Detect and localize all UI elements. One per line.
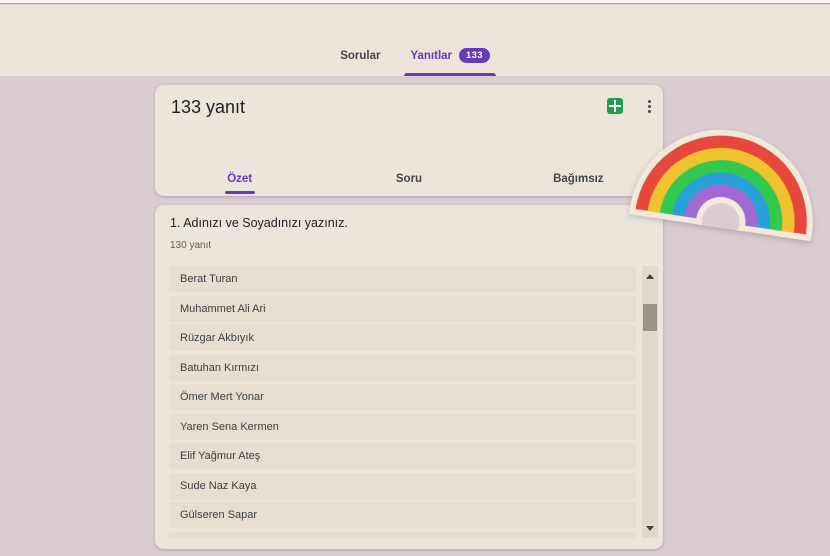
form-header: Sorular Yanıtlar 133	[0, 5, 830, 76]
answer-text: Sude Naz Kaya	[180, 479, 257, 492]
responses-summary-card: 133 yanıt Yanıtlar kabul ediliyor Özet S…	[155, 85, 663, 237]
answers-scrollbar[interactable]	[642, 266, 658, 538]
kebab-menu-icon[interactable]	[641, 97, 657, 115]
answer-row: Ömer Mert Yonar	[169, 384, 636, 410]
answer-row: Batuhan Kırmızı	[169, 354, 636, 381]
tab-ozet[interactable]: Özet	[155, 162, 324, 196]
kebab-dot	[647, 104, 651, 108]
scroll-up-arrow-icon[interactable]	[642, 268, 658, 284]
triangle-up	[646, 273, 654, 279]
form-nav-tabs: Sorular Yanıtlar 133	[0, 48, 830, 76]
answer-row: Sude Naz Kaya	[169, 472, 636, 499]
create-spreadsheet-icon[interactable]	[607, 98, 623, 114]
sheets-grid-line-v	[614, 100, 616, 112]
answer-row: Berat Turan	[169, 266, 636, 292]
answer-text: Gülseren Sapar	[180, 509, 258, 521]
tab-sorular[interactable]: Sorular	[338, 48, 382, 76]
scroll-down-arrow-icon[interactable]	[642, 520, 658, 536]
kebab-dot	[647, 109, 651, 113]
question-responses-card: 1. Adınızı ve Soyadınızı yazınız. 130 ya…	[155, 205, 663, 549]
tab-yanitlar[interactable]: Yanıtlar 133	[404, 48, 496, 76]
active-view-underline	[224, 191, 255, 194]
answer-row: Gülseren Sapar	[169, 502, 636, 528]
tab-bagimsiz[interactable]: Bağımsız	[494, 162, 663, 196]
responses-title: 133 yanıt	[171, 97, 246, 117]
answer-text: Batuhan Kırmızı	[180, 361, 259, 374]
scrollbar-thumb[interactable]	[643, 304, 657, 331]
rainbow-sticker-svg	[628, 129, 813, 243]
answer-row: Yaren Sena Kermen	[169, 413, 636, 440]
tab-soru-label: Soru	[395, 173, 423, 185]
tab-sorular-label: Sorular	[340, 49, 381, 62]
triangle-down	[646, 525, 654, 531]
answer-text: Ömer Mert Yonar	[180, 391, 264, 403]
kebab-dot	[647, 99, 651, 103]
summary-view-tabs: Özet Soru Bağımsız	[155, 162, 663, 196]
answers-list: Berat Turan Muhammet Ali Ari Rüzgar Akbı…	[169, 266, 636, 538]
answer-row: Rüzgar Akbıyık	[169, 325, 636, 351]
question-title: 1. Adınızı ve Soyadınızı yazınız.	[170, 216, 348, 230]
rainbow-sticker	[619, 114, 830, 259]
tab-soru[interactable]: Soru	[324, 162, 493, 196]
response-count-badge: 133	[459, 48, 490, 63]
question-response-count: 130 yanıt	[170, 240, 212, 251]
tab-ozet-label: Özet	[227, 173, 253, 185]
active-tab-underline	[404, 73, 496, 76]
browser-top-strip	[0, 0, 830, 4]
answer-row: Elif Yağmur Ateş	[169, 443, 636, 469]
answer-row-partial	[169, 531, 636, 538]
answer-text: Berat Turan	[180, 273, 238, 285]
answer-text: Elif Yağmur Ateş	[180, 450, 261, 462]
tab-yanitlar-label: Yanıtlar	[410, 49, 453, 62]
answer-row: Muhammet Ali Ari	[169, 295, 636, 322]
answer-text: Yaren Sena Kermen	[180, 420, 279, 433]
answer-text: Rüzgar Akbıyık	[180, 332, 254, 344]
tab-bagimsiz-label: Bağımsız	[553, 173, 604, 185]
answer-text: Muhammet Ali Ari	[180, 302, 266, 315]
